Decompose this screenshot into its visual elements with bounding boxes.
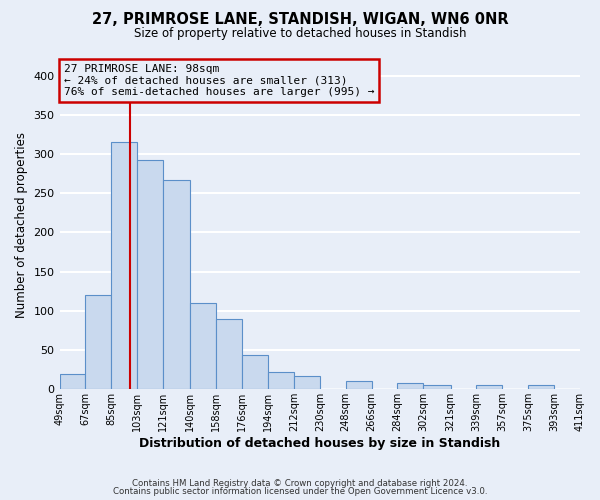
Bar [59,374,85,390]
Text: Contains HM Land Registry data © Crown copyright and database right 2024.: Contains HM Land Registry data © Crown c… [132,478,468,488]
Bar [423,384,451,390]
Text: Contains public sector information licensed under the Open Government Licence v3: Contains public sector information licen… [113,487,487,496]
Bar [268,372,294,390]
Bar [294,376,320,390]
Bar [346,382,371,390]
Y-axis label: Number of detached properties: Number of detached properties [15,132,28,318]
Bar [216,318,242,390]
X-axis label: Distribution of detached houses by size in Standish: Distribution of detached houses by size … [139,437,500,450]
Bar [137,160,163,390]
Bar [111,142,137,390]
Bar [163,180,190,390]
Text: Size of property relative to detached houses in Standish: Size of property relative to detached ho… [134,28,466,40]
Bar [242,355,268,390]
Bar [397,383,423,390]
Bar [190,303,216,390]
Bar [528,384,554,390]
Bar [476,386,502,390]
Bar [85,295,111,390]
Text: 27 PRIMROSE LANE: 98sqm
← 24% of detached houses are smaller (313)
76% of semi-d: 27 PRIMROSE LANE: 98sqm ← 24% of detache… [64,64,374,97]
Text: 27, PRIMROSE LANE, STANDISH, WIGAN, WN6 0NR: 27, PRIMROSE LANE, STANDISH, WIGAN, WN6 … [92,12,508,28]
